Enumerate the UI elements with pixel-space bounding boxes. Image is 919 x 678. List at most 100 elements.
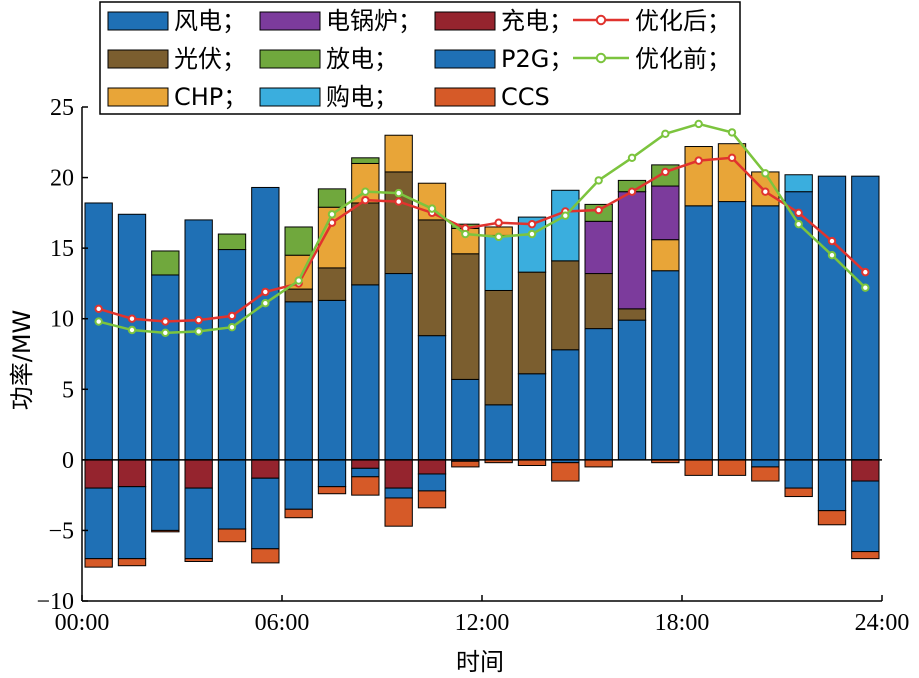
legend-swatch [259,49,321,69]
series-2-point-h16 [594,176,603,185]
series-2-point-h9 [361,187,370,196]
legend-swatch [107,49,169,69]
series-1-point-h16 [594,205,603,215]
bar-p2g-h2 [117,486,147,560]
bar-ccs-h3 [151,529,180,533]
y-tick-label: 0 [62,448,74,474]
bar-ccs-h9 [351,476,380,496]
bar-wind-h19 [684,205,713,461]
bar-charge-h10 [384,459,413,489]
legend-label: 充电； [501,7,573,35]
bar-ccs-h8 [317,486,347,495]
series-2-point-h11 [427,204,437,213]
bar-discharge-h8 [317,188,347,208]
bar-wind-h13 [484,404,513,461]
bar-p2g-h9 [351,467,380,478]
bar-ebuy-h22 [784,174,813,193]
negative-bars-layer [84,459,880,568]
series-2-point-h10 [394,188,403,198]
legend: 风电； 电锅炉； 充电； 优化后； 光伏； 放电； P2G； 优化前； CHP； 购电； CCS [99,1,741,115]
series-1-point-h9 [361,195,370,205]
bar-wind-h23 [817,175,847,461]
series-2-point-h13 [494,232,503,242]
series-2-point-h3 [161,328,170,338]
x-tick-label: 00:00 [55,610,110,636]
bar-wind-h5 [217,249,247,461]
bar-boiler_pos-h16 [584,220,613,275]
bar-discharge-h7 [284,226,313,256]
series-2-point-h19 [694,119,703,129]
series-1-point-h4 [194,315,203,325]
bar-p2g-h21 [751,459,780,468]
series-1-point-h24 [861,267,870,277]
positive-bars-layer [84,134,880,461]
bar-ccs-h21 [751,466,780,482]
y-tick-label: 15 [50,236,74,262]
series-2-point-h23 [827,251,837,260]
bar-ccs-h1 [84,558,113,568]
series-1-point-h18 [661,167,670,177]
bar-ccs-h4 [184,558,213,562]
bar-wind-h3 [151,274,180,461]
bar-p2g-h6 [251,477,280,550]
series-2-point-h18 [661,129,670,139]
bar-pv-h9 [351,202,380,286]
bar-boiler_pos-h17 [617,191,647,310]
bar-wind-h1 [84,202,113,461]
bar-ccs-h6 [251,548,280,564]
bar-wind-h10 [384,273,413,461]
series-1-point-h14 [527,219,537,229]
bar-charge-h2 [117,459,147,488]
bar-ccs-h11 [417,490,447,509]
bar-wind-h9 [351,284,380,461]
bar-p2g-h8 [317,459,347,488]
y-tick-label: 20 [50,166,74,192]
bar-wind-h17 [617,319,647,461]
bar-wind-h8 [317,299,347,461]
y-tick-label: −5 [48,518,74,544]
y-tick-label: 10 [50,307,74,333]
series-2-point-h14 [527,229,537,239]
series-2-point-h1 [94,317,103,326]
bar-pv-h17 [617,308,647,321]
legend-label: 风电； [174,7,246,35]
series-1-point-h2 [127,314,137,323]
legend-swatch [259,11,321,31]
bar-p2g-h4 [184,487,213,560]
series-2-point-h15 [561,211,570,220]
bar-charge-h24 [851,459,880,482]
legend-swatch [434,49,496,69]
legend-label: P2G； [501,45,573,73]
bar-pv-h14 [517,271,547,375]
bar-ccs-h2 [117,558,147,567]
bar-ccs-h22 [784,487,813,498]
bar-pv-h15 [551,260,580,351]
bar-charge-h9 [351,459,380,469]
bar-p2g-h3 [151,459,180,531]
series-2-point-h4 [194,327,203,336]
bar-wind-h16 [584,328,613,461]
bar-ccs-h24 [851,551,880,560]
legend-label: 购电； [326,83,398,111]
bar-ccs-h16 [584,459,613,468]
bar-discharge-h3 [151,250,180,276]
bar-ebuy-h13 [484,234,513,291]
bar-wind-h12 [451,378,480,461]
series-1-point-h3 [161,317,170,326]
x-axis-label: 时间 [456,648,504,676]
bar-p2g-h5 [217,459,247,530]
series-1-point-h21 [761,187,770,196]
bar-ccs-h5 [217,528,247,543]
x-tick-label: 18:00 [655,610,710,636]
legend-marker [595,52,607,64]
bar-ccs-h23 [817,510,847,526]
legend-label: CCS [501,83,550,111]
bar-ccs-h19 [684,459,713,476]
bar-wind-h20 [717,201,747,461]
lines-layer [94,119,870,338]
legend-label: 电锅炉； [326,7,422,35]
series-2-point-h22 [794,219,803,229]
bar-wind-h15 [551,349,580,461]
bar-p2g-h23 [817,459,847,512]
series-2-point-h8 [327,210,337,219]
